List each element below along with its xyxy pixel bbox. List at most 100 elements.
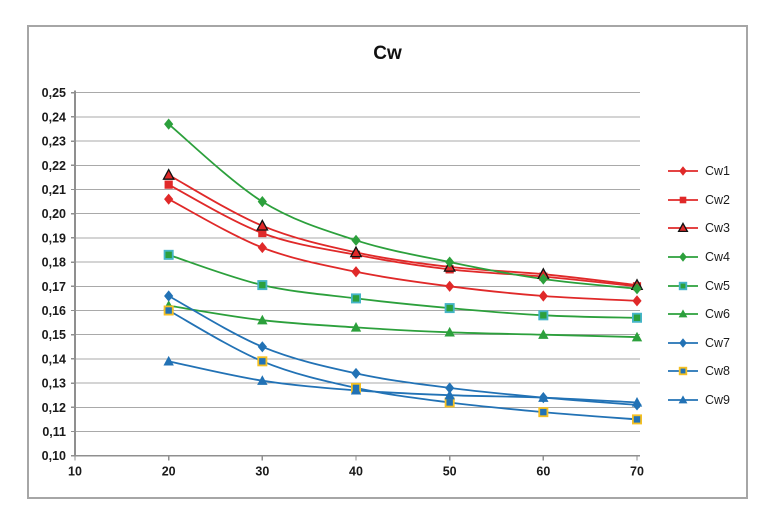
series-Cw9-markers bbox=[163, 355, 643, 407]
marker-Cw4-x30 bbox=[257, 196, 267, 208]
legend: Cw1 Cw2 Cw3 Cw4 Cw5 Cw6 Cw7 Cw8 Cw9 bbox=[667, 157, 730, 414]
marker-Cw5-x50 bbox=[444, 303, 455, 314]
y-tick-label: 0,17 bbox=[42, 280, 66, 294]
legend-marker-shape bbox=[679, 196, 687, 204]
legend-marker-shape bbox=[679, 252, 687, 262]
y-tick-label: 0,22 bbox=[42, 159, 66, 173]
marker-Cw9-x20 bbox=[163, 355, 174, 366]
marker-Cw8-x20 bbox=[163, 305, 174, 316]
x-tick-label: 30 bbox=[255, 465, 269, 479]
legend-marker-triangle-icon bbox=[668, 222, 698, 233]
x-tick-label: 50 bbox=[443, 465, 457, 479]
y-tick-label: 0,24 bbox=[42, 110, 66, 124]
y-tick-label: 0,18 bbox=[42, 256, 66, 270]
marker-Cw7-x20 bbox=[164, 290, 174, 302]
y-tick-label: 0,11 bbox=[42, 425, 66, 439]
legend-marker-diamond-icon bbox=[668, 166, 698, 177]
series-Cw6-line bbox=[168, 304, 638, 338]
legend-marker-square-icon bbox=[668, 367, 698, 376]
marker-Cw3-x20 bbox=[162, 168, 175, 180]
legend-marker-shape bbox=[677, 222, 689, 233]
marker-Cw1-x60 bbox=[538, 290, 548, 302]
marker-Cw2-x20 bbox=[164, 180, 173, 189]
series-Cw3-markers bbox=[162, 168, 644, 290]
legend-item-cw8: Cw8 bbox=[667, 357, 730, 386]
marker-Cw4-x40 bbox=[351, 234, 361, 246]
y-tick-label: 0,14 bbox=[42, 352, 66, 366]
legend-item-cw5: Cw5 bbox=[667, 271, 730, 300]
marker-Cw5-x70 bbox=[632, 312, 643, 323]
legend-marker-diamond-icon bbox=[668, 252, 698, 262]
y-tick-label: 0,13 bbox=[42, 377, 66, 391]
marker-Cw4-x20 bbox=[164, 118, 174, 130]
legend-label: Cw3 bbox=[705, 221, 731, 236]
legend-marker-shape bbox=[678, 281, 688, 290]
marker-Cw9-x60 bbox=[538, 392, 549, 402]
x-tick-label: 40 bbox=[349, 465, 363, 479]
y-tick-label: 0,20 bbox=[42, 207, 66, 221]
series-Cw1-markers bbox=[164, 193, 642, 307]
marker-Cw9-x70 bbox=[631, 397, 643, 407]
marker-Cw7-x50 bbox=[445, 382, 455, 394]
legend-label: Cw7 bbox=[705, 335, 731, 350]
marker-Cw4-x70 bbox=[632, 283, 642, 295]
marker-Cw3-x40 bbox=[349, 245, 363, 258]
y-tick-label: 0,25 bbox=[42, 86, 66, 100]
legend-marker-shape bbox=[678, 395, 688, 404]
series-Cw8-markers bbox=[163, 305, 643, 425]
marker-Cw1-x70 bbox=[632, 295, 642, 307]
marker-Cw1-x30 bbox=[257, 241, 267, 254]
legend-marker-shape bbox=[679, 338, 687, 348]
marker-Cw7-x30 bbox=[257, 341, 267, 353]
legend-label: Cw5 bbox=[705, 278, 731, 293]
series-Cw3-line bbox=[168, 174, 638, 286]
legend-label: Cw8 bbox=[705, 364, 731, 379]
series-Cw8-line bbox=[168, 309, 638, 421]
marker-Cw8-x50 bbox=[444, 397, 455, 408]
legend-label: Cw4 bbox=[705, 250, 731, 265]
marker-Cw8-x70 bbox=[632, 414, 643, 425]
legend-label: Cw1 bbox=[705, 164, 731, 179]
y-tick-label: 0,16 bbox=[42, 304, 66, 318]
marker-Cw9-x50 bbox=[444, 389, 455, 400]
marker-Cw7-x40 bbox=[351, 367, 361, 380]
x-tick-label: 70 bbox=[630, 465, 644, 479]
x-tick-label: 60 bbox=[536, 465, 550, 479]
marker-Cw2-x30 bbox=[258, 228, 267, 238]
marker-Cw5-x40 bbox=[350, 293, 361, 304]
y-tick-label: 0,19 bbox=[42, 231, 66, 245]
legend-marker-square-icon bbox=[668, 196, 698, 204]
series-Cw9-line bbox=[168, 360, 638, 404]
y-tick-label: 0,15 bbox=[42, 328, 66, 342]
y-tick-label: 0,10 bbox=[42, 449, 66, 463]
legend-item-cw4: Cw4 bbox=[667, 243, 730, 272]
marker-Cw6-x40 bbox=[350, 322, 362, 332]
chart-frame: Cw 0,10 0,11 0,12 0,13 0,14 0,15 0,16 0,17 0,18 0… bbox=[27, 25, 748, 499]
series-Cw2-line bbox=[168, 183, 638, 288]
marker-Cw6-x30 bbox=[257, 314, 268, 325]
marker-Cw1-x50 bbox=[445, 280, 455, 292]
marker-Cw1-x40 bbox=[351, 266, 361, 278]
marker-Cw8-x60 bbox=[538, 407, 549, 418]
legend-marker-shape bbox=[679, 166, 687, 177]
legend-item-cw7: Cw7 bbox=[667, 329, 730, 358]
legend-item-cw9: Cw9 bbox=[667, 386, 730, 415]
legend-marker-triangle-icon bbox=[668, 309, 698, 318]
series-Cw1-line bbox=[168, 198, 638, 302]
legend-item-cw1: Cw1 bbox=[667, 157, 730, 186]
legend-item-cw6: Cw6 bbox=[667, 300, 730, 329]
legend-label: Cw6 bbox=[705, 307, 731, 322]
x-tick-label: 20 bbox=[162, 465, 176, 479]
marker-Cw5-x60 bbox=[538, 310, 549, 321]
legend-marker-triangle-icon bbox=[668, 395, 698, 404]
series-Cw4-line bbox=[168, 123, 638, 290]
marker-Cw1-x20 bbox=[164, 193, 174, 205]
chart-title: Cw bbox=[373, 43, 402, 64]
marker-Cw3-x30 bbox=[256, 219, 269, 231]
y-tick-label: 0,23 bbox=[42, 135, 66, 149]
legend-label: Cw2 bbox=[705, 192, 731, 207]
legend-marker-shape bbox=[678, 367, 688, 376]
marker-Cw5-x20 bbox=[163, 249, 174, 260]
marker-Cw5-x30 bbox=[257, 280, 268, 291]
